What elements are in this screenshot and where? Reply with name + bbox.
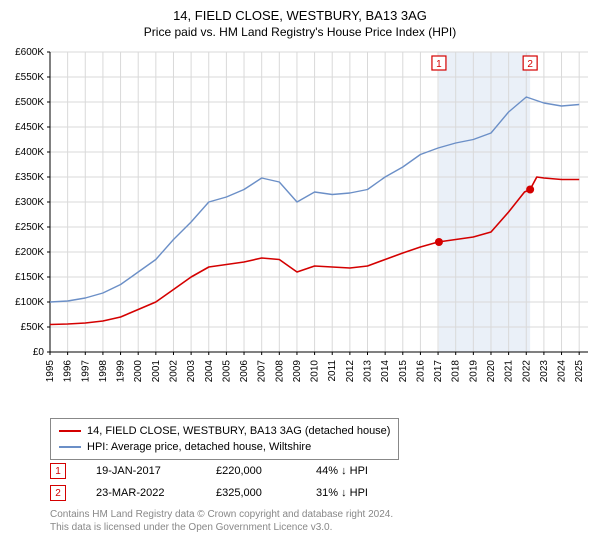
legend-label: 14, FIELD CLOSE, WESTBURY, BA13 3AG (det… [87,423,390,439]
svg-text:2011: 2011 [327,360,338,382]
svg-text:£50K: £50K [21,322,45,333]
svg-text:2025: 2025 [574,360,585,383]
svg-text:2003: 2003 [186,360,197,383]
sale-date: 23-MAR-2022 [96,487,186,499]
svg-text:2016: 2016 [415,360,426,383]
svg-text:£600K: £600K [15,47,44,58]
svg-text:2012: 2012 [345,360,356,383]
svg-text:2022: 2022 [521,360,532,383]
legend: 14, FIELD CLOSE, WESTBURY, BA13 3AG (det… [50,418,399,460]
sale-row: 2 23-MAR-2022 £325,000 31% ↓ HPI [50,482,406,504]
svg-text:2009: 2009 [292,360,303,383]
chart-area: £0 £50K £100K £150K £200K £250K £300K £350K £400… [0,42,600,412]
svg-text:1: 1 [436,59,442,70]
svg-text:2020: 2020 [486,360,497,383]
sale-diff-vs-hpi: 31% ↓ HPI [316,487,406,499]
line-chart-svg: £0 £50K £100K £150K £200K £250K £300K £350K £400… [0,42,600,412]
footer-attribution: Contains HM Land Registry data © Crown c… [50,508,393,534]
svg-text:£500K: £500K [15,97,44,108]
svg-text:2008: 2008 [274,360,285,383]
svg-text:2010: 2010 [310,360,321,383]
svg-text:£350K: £350K [15,172,44,183]
footer-line-1: Contains HM Land Registry data © Crown c… [50,508,393,521]
svg-text:2001: 2001 [151,360,162,383]
svg-text:2019: 2019 [468,360,479,383]
svg-text:2007: 2007 [257,360,268,383]
legend-swatch [59,446,81,448]
svg-text:£400K: £400K [15,147,44,158]
svg-text:2015: 2015 [398,360,409,383]
svg-text:£450K: £450K [15,122,44,133]
svg-text:£550K: £550K [15,72,44,83]
legend-item: HPI: Average price, detached house, Wilt… [59,439,390,455]
svg-text:1999: 1999 [116,360,127,383]
legend-item: 14, FIELD CLOSE, WESTBURY, BA13 3AG (det… [59,423,390,439]
svg-text:£0: £0 [33,347,45,358]
legend-label: HPI: Average price, detached house, Wilt… [87,439,311,455]
sale-price: £220,000 [216,465,286,477]
svg-text:£200K: £200K [15,247,44,258]
sales-table: 1 19-JAN-2017 £220,000 44% ↓ HPI 2 23-MAR-202… [50,460,406,504]
sale-marker: 1 [50,463,66,479]
svg-text:1997: 1997 [80,360,91,383]
svg-text:1995: 1995 [45,360,56,383]
svg-text:2004: 2004 [204,360,215,383]
svg-text:2006: 2006 [239,360,250,383]
sale-price: £325,000 [216,487,286,499]
svg-text:2018: 2018 [451,360,462,383]
svg-text:1998: 1998 [98,360,109,383]
svg-text:2002: 2002 [168,360,179,383]
sale-row: 1 19-JAN-2017 £220,000 44% ↓ HPI [50,460,406,482]
chart-title: 14, FIELD CLOSE, WESTBURY, BA13 3AG [0,0,600,23]
chart-container: 14, FIELD CLOSE, WESTBURY, BA13 3AG Pric… [0,0,600,560]
sale-diff-vs-hpi: 44% ↓ HPI [316,465,406,477]
svg-text:2017: 2017 [433,360,444,383]
svg-text:£100K: £100K [15,297,44,308]
svg-text:2014: 2014 [380,360,391,383]
svg-text:£300K: £300K [15,197,44,208]
svg-text:2005: 2005 [221,360,232,383]
footer-line-2: This data is licensed under the Open Gov… [50,521,393,534]
svg-text:2024: 2024 [557,360,568,383]
sale-date: 19-JAN-2017 [96,465,186,477]
svg-text:£250K: £250K [15,222,44,233]
svg-text:2023: 2023 [539,360,550,383]
svg-text:2013: 2013 [363,360,374,383]
chart-subtitle: Price paid vs. HM Land Registry's House … [0,23,600,43]
svg-text:1996: 1996 [63,360,74,383]
svg-text:2021: 2021 [504,360,515,383]
svg-text:£150K: £150K [15,272,44,283]
sale-marker: 2 [50,485,66,501]
legend-swatch [59,430,81,432]
svg-text:2000: 2000 [133,360,144,383]
svg-text:2: 2 [527,59,533,70]
